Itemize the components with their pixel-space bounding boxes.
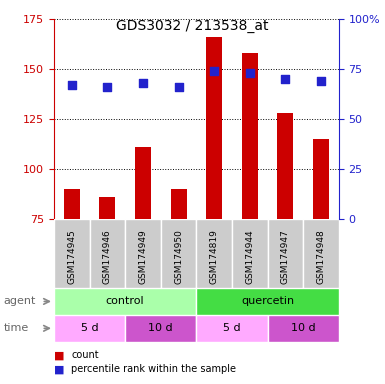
Bar (90, 219, 125, 288)
Bar (303, 219, 339, 288)
Text: count: count (71, 350, 99, 360)
Bar (125, 219, 161, 288)
Text: GSM174948: GSM174948 (316, 229, 325, 284)
Point (282, 76, 288, 82)
Point (176, 84, 182, 90)
Text: GSM174945: GSM174945 (67, 229, 76, 284)
Text: GDS3032 / 213538_at: GDS3032 / 213538_at (116, 19, 269, 33)
Bar (268, 315, 339, 342)
Text: GSM174946: GSM174946 (103, 229, 112, 284)
Bar (196, 288, 339, 315)
Point (211, 68, 217, 74)
Text: agent: agent (4, 296, 36, 306)
Bar (242, 53, 258, 219)
Bar (161, 219, 196, 288)
Bar (99, 197, 116, 219)
Bar (232, 219, 268, 288)
Text: 5 d: 5 d (223, 323, 241, 333)
Text: ■: ■ (54, 364, 64, 374)
Text: control: control (106, 296, 144, 306)
Text: GSM174819: GSM174819 (210, 229, 219, 284)
Text: ■: ■ (54, 350, 64, 360)
Point (104, 84, 110, 90)
Text: 10 d: 10 d (149, 323, 173, 333)
Text: GSM174950: GSM174950 (174, 229, 183, 284)
Bar (54, 288, 196, 315)
Text: GSM174944: GSM174944 (245, 229, 254, 284)
Text: GSM174949: GSM174949 (139, 229, 147, 284)
Point (69, 82, 75, 88)
Text: percentile rank within the sample: percentile rank within the sample (71, 364, 236, 374)
Bar (196, 315, 268, 342)
Bar (125, 315, 196, 342)
Bar (54, 219, 90, 288)
Text: time: time (4, 323, 29, 333)
Bar (196, 219, 232, 288)
Bar (64, 189, 80, 219)
Point (318, 78, 324, 84)
Text: quercetin: quercetin (241, 296, 294, 306)
Bar (313, 139, 329, 219)
Bar (135, 147, 151, 219)
Bar (277, 113, 293, 219)
Text: GSM174947: GSM174947 (281, 229, 290, 284)
Point (140, 80, 146, 86)
Point (247, 70, 253, 76)
Text: 5 d: 5 d (81, 323, 98, 333)
Bar (171, 189, 187, 219)
Bar (206, 37, 222, 219)
Bar (268, 219, 303, 288)
Text: 10 d: 10 d (291, 323, 315, 333)
Bar (54, 315, 125, 342)
